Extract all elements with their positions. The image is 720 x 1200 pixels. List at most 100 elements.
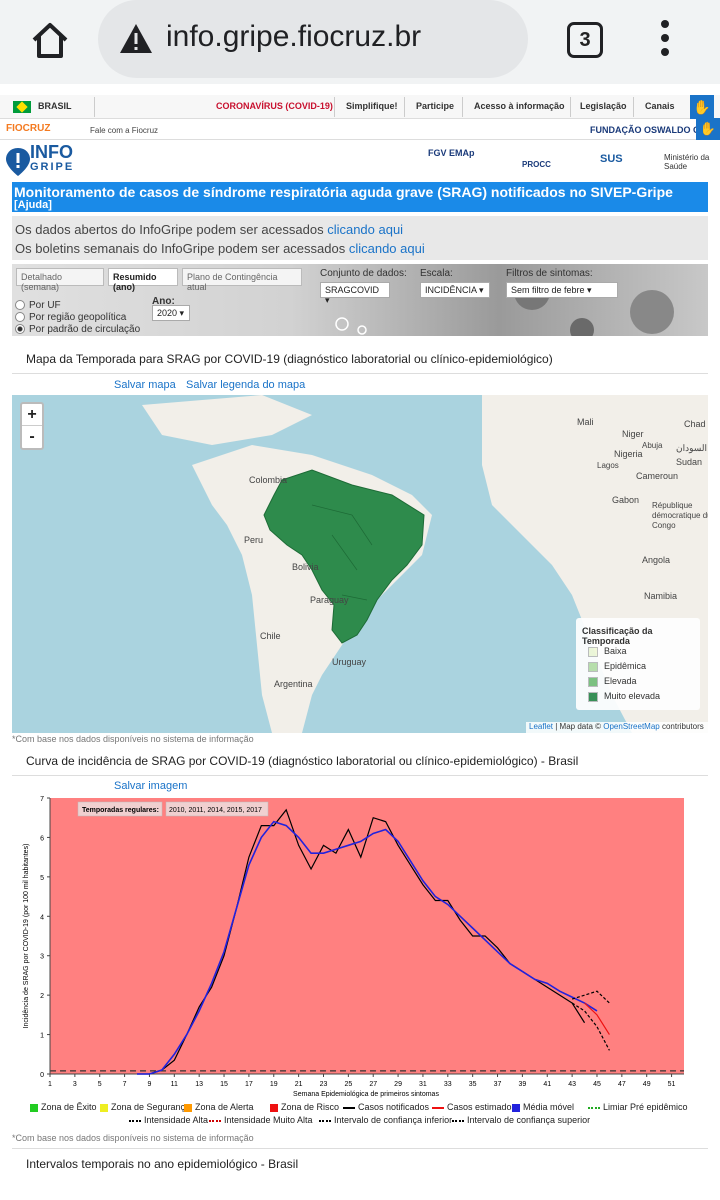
gov-country-label[interactable]: BRASIL bbox=[38, 101, 72, 111]
map-label-paraguay: Paraguay bbox=[310, 595, 349, 605]
gov-link-canais[interactable]: Canais bbox=[645, 101, 675, 111]
accessibility-hand-icon[interactable]: ✋ bbox=[696, 118, 720, 140]
y-tick-label: 7 bbox=[40, 796, 44, 803]
overflow-menu-icon[interactable] bbox=[660, 20, 670, 60]
foundation-name: FUNDAÇÃO OSWALDO C bbox=[590, 125, 700, 135]
gov-link-participe[interactable]: Participe bbox=[416, 101, 455, 111]
x-tick-label: 9 bbox=[147, 1081, 151, 1088]
tab-resumido[interactable]: Resumido (ano) bbox=[108, 268, 178, 292]
filter-select[interactable]: Sem filtro de febre ▾ bbox=[506, 282, 618, 298]
map-zoom-control: + - bbox=[20, 402, 44, 450]
gov-link-legislacao[interactable]: Legislação bbox=[580, 101, 627, 111]
gov-link-coronavirus[interactable]: CORONAVÍRUS (COVID-19) bbox=[216, 101, 333, 111]
dataset-select[interactable]: SRAGCOVID ▾ bbox=[320, 282, 390, 305]
x-tick-label: 33 bbox=[444, 1081, 452, 1088]
map-label-colombia: Colombia bbox=[249, 475, 288, 485]
chart-legend-ic-superior: Intervalo de confiança superior bbox=[452, 1115, 590, 1125]
data-links-box: Os dados abertos do InfoGripe podem ser … bbox=[12, 216, 708, 260]
chart-legend-estimados: Casos estimados bbox=[432, 1102, 516, 1112]
map-label-argentina: Argentina bbox=[274, 679, 313, 689]
partner-sus[interactable]: SUS bbox=[600, 153, 623, 165]
radio-por-uf[interactable]: Por UF bbox=[15, 300, 61, 311]
save-map-link[interactable]: Salvar mapa bbox=[114, 379, 176, 391]
brazil-region[interactable] bbox=[263, 469, 425, 644]
partner-procc[interactable]: PROCC bbox=[522, 160, 551, 169]
chart-legend-intensidade-alta: Intensidade Alta bbox=[129, 1115, 208, 1125]
risk-zone-background bbox=[50, 798, 684, 1074]
x-axis-label: Semana Epidemiológica de primeiros sinto… bbox=[293, 1091, 439, 1098]
series-m-dia-m-vel bbox=[137, 820, 598, 1075]
accessibility-icon[interactable]: ✋ bbox=[690, 95, 714, 119]
chart-legend-notificados: Casos notificados bbox=[343, 1102, 429, 1112]
map-panel-title: Mapa da Temporada para SRAG por COVID-19… bbox=[26, 352, 553, 366]
help-link[interactable]: [Ajuda] bbox=[14, 199, 52, 211]
map-label-chad: Chad bbox=[684, 419, 706, 429]
infogripe-logo-icon[interactable] bbox=[5, 147, 31, 177]
brazil-flag-icon bbox=[13, 101, 31, 113]
save-image-link[interactable]: Salvar imagem bbox=[114, 780, 188, 792]
chart-legend-limiar: Limiar Pré epidêmico bbox=[588, 1102, 688, 1112]
radio-por-padrao[interactable]: Por padrão de circulação bbox=[15, 324, 140, 335]
legend-item-epidemica: Epidêmica bbox=[588, 661, 646, 672]
scale-select[interactable]: INCIDÊNCIA ▾ bbox=[420, 282, 490, 298]
gov-link-acesso[interactable]: Acesso à informação bbox=[474, 101, 565, 111]
central-america-land bbox=[142, 395, 312, 445]
open-data-link[interactable]: clicando aqui bbox=[327, 222, 404, 237]
x-tick-label: 49 bbox=[643, 1081, 651, 1088]
y-tick-label: 3 bbox=[40, 954, 44, 961]
infogripe-logo-text[interactable]: INFO GRIPE bbox=[30, 142, 75, 173]
open-data-line: Os dados abertos do InfoGripe podem ser … bbox=[15, 222, 404, 237]
map-panel-header: Mapa da Temporada para SRAG por COVID-19… bbox=[12, 344, 708, 374]
zoom-out-button[interactable]: - bbox=[29, 428, 35, 445]
map-label-mali: Mali bbox=[577, 417, 594, 427]
tab-plano[interactable]: Plano de Contingência atual bbox=[182, 268, 302, 292]
leaflet-link[interactable]: Leaflet bbox=[529, 722, 554, 731]
bulletins-link[interactable]: clicando aqui bbox=[348, 241, 425, 256]
legend-item-muito-elevada: Muito elevada bbox=[588, 691, 660, 702]
series-intervalo-de-confian-a-superior bbox=[571, 990, 610, 1004]
map-label-lagos: Lagos bbox=[597, 461, 619, 470]
temporal-intervals-title: Intervalos temporais no ano epidemiológi… bbox=[26, 1157, 299, 1171]
osm-link[interactable]: OpenStreetMap bbox=[603, 722, 660, 731]
map-label-namibia: Namibia bbox=[644, 591, 678, 601]
gov-link-simplifique[interactable]: Simplifique! bbox=[346, 101, 398, 111]
warning-icon[interactable] bbox=[118, 22, 154, 56]
address-bar[interactable] bbox=[98, 0, 528, 78]
map-label-sudan-ar: السودان bbox=[676, 443, 708, 453]
tab-switcher-button[interactable]: 3 bbox=[567, 22, 603, 58]
y-tick-label: 0 bbox=[40, 1072, 44, 1079]
map-label-cameroun: Cameroun bbox=[636, 471, 679, 481]
map-label-peru: Peru bbox=[244, 535, 264, 545]
gov-bar: BRASIL CORONAVÍRUS (COVID-19) Simplifiqu… bbox=[0, 95, 720, 119]
tab-detalhado[interactable]: Detalhado (semana) bbox=[16, 268, 104, 292]
chart-legend-alerta: Zona de Alerta bbox=[184, 1102, 254, 1112]
fiocruz-logo[interactable]: FIOCRUZ bbox=[6, 123, 51, 134]
map-label-rdc: République démocratique du Congo bbox=[652, 501, 708, 530]
annotation-value-box bbox=[165, 801, 269, 817]
url-text[interactable]: info.gripe.fiocruz.br bbox=[166, 20, 422, 53]
year-label: Ano: bbox=[152, 296, 175, 307]
save-legend-link[interactable]: Salvar legenda do mapa bbox=[186, 379, 306, 391]
home-icon[interactable] bbox=[28, 18, 72, 62]
x-tick-label: 51 bbox=[668, 1081, 676, 1088]
chart-legend-ic-inferior: Intervalo de confiança inferior bbox=[319, 1115, 452, 1125]
partner-ministerio[interactable]: Ministério da Saúde bbox=[664, 153, 710, 171]
season-map[interactable]: Colombia Peru Bolivia Paraguay Chile Arg… bbox=[12, 395, 708, 733]
partner-fgv[interactable]: FGV EMAp bbox=[428, 148, 475, 158]
fale-com-link[interactable]: Fale com a Fiocruz bbox=[90, 126, 159, 135]
x-tick-label: 23 bbox=[320, 1081, 328, 1088]
x-tick-label: 37 bbox=[494, 1081, 502, 1088]
zoom-in-button[interactable]: + bbox=[22, 404, 42, 426]
radio-por-regiao[interactable]: Por região geopolítica bbox=[15, 312, 126, 323]
year-select[interactable]: 2020 ▾ bbox=[152, 305, 190, 321]
annotation-value: 2010, 2011, 2014, 2015, 2017 bbox=[169, 807, 262, 814]
y-tick-label: 4 bbox=[40, 914, 44, 921]
browser-toolbar: info.gripe.fiocruz.br 3 bbox=[0, 0, 720, 84]
x-tick-label: 11 bbox=[171, 1081, 178, 1088]
x-tick-label: 13 bbox=[195, 1081, 203, 1088]
map-label-bolivia: Bolivia bbox=[292, 562, 319, 572]
incidence-chart: 0 1 2 3 4 5 6 7 1 3 5 7 9 11 13 15 17 19 21 23 25 27 29 31 33 35 3… bbox=[12, 796, 708, 1130]
map-label-gabon: Gabon bbox=[612, 495, 640, 505]
chart-legend-seguranca: Zona de Segurança bbox=[100, 1102, 190, 1112]
x-tick-label: 15 bbox=[220, 1081, 228, 1088]
